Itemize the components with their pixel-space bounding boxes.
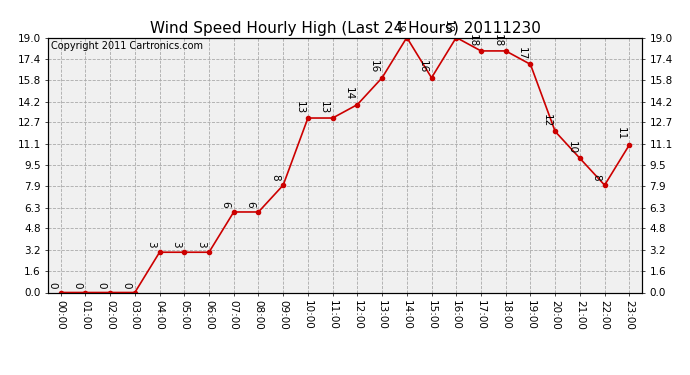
- Text: Copyright 2011 Cartronics.com: Copyright 2011 Cartronics.com: [51, 41, 204, 51]
- Text: 11: 11: [616, 128, 626, 141]
- Text: 0: 0: [72, 282, 82, 288]
- Text: 19: 19: [393, 20, 404, 33]
- Text: 3: 3: [146, 242, 156, 248]
- Text: 18: 18: [493, 33, 502, 47]
- Text: 3: 3: [196, 242, 206, 248]
- Text: 19: 19: [443, 20, 453, 33]
- Text: 13: 13: [319, 100, 329, 114]
- Text: 0: 0: [48, 282, 57, 288]
- Text: 16: 16: [368, 60, 379, 74]
- Text: 8: 8: [270, 174, 280, 181]
- Text: 16: 16: [418, 60, 428, 74]
- Text: 10: 10: [566, 141, 577, 154]
- Text: 6: 6: [245, 201, 255, 208]
- Text: 3: 3: [171, 242, 181, 248]
- Text: 18: 18: [468, 33, 477, 47]
- Text: 6: 6: [220, 201, 230, 208]
- Text: 0: 0: [97, 282, 107, 288]
- Text: 8: 8: [591, 174, 601, 181]
- Title: Wind Speed Hourly High (Last 24 Hours) 20111230: Wind Speed Hourly High (Last 24 Hours) 2…: [150, 21, 540, 36]
- Text: 12: 12: [542, 114, 552, 127]
- Text: 0: 0: [121, 282, 132, 288]
- Text: 17: 17: [517, 47, 527, 60]
- Text: 14: 14: [344, 87, 354, 100]
- Text: 13: 13: [295, 100, 304, 114]
